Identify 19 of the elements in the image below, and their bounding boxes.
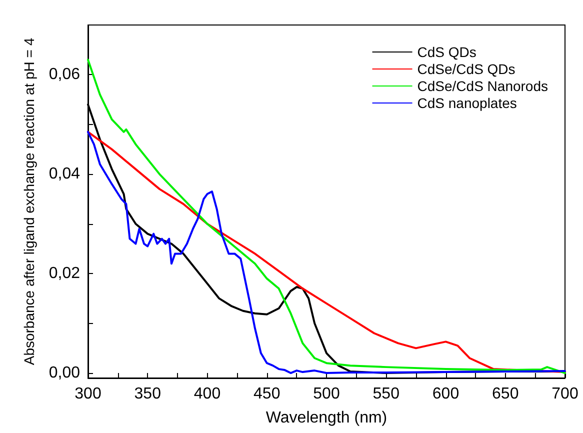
x-tick-label: 350 [134,386,162,402]
legend-label: CdS nanoplates [417,95,517,111]
y-tick-label: 0,00 [48,364,80,382]
x-tick-label: 550 [372,386,400,402]
x-tick-label: 450 [254,386,280,402]
y-tick-label: 0,04 [48,166,80,183]
x-tick-label: 700 [552,386,578,402]
x-tick-label: 300 [74,386,102,402]
legend-label: CdSe/CdS QDs [417,61,516,77]
y-axis-title: Absorbance after ligand exchange reaction at pH = 4 [21,38,37,366]
x-tick-label: 400 [194,386,221,402]
legend-label: CdS QDs [417,44,476,60]
x-tick-label: 650 [492,386,519,402]
x-axis-title: Wavelength (nm) [266,410,388,426]
legend-label: CdSe/CdS Nanorods [417,78,548,94]
x-tick-label: 500 [313,386,340,402]
x-tick-label: 600 [432,386,460,402]
y-tick-label: 0,06 [48,66,80,84]
y-tick-label: 0,02 [48,265,80,282]
